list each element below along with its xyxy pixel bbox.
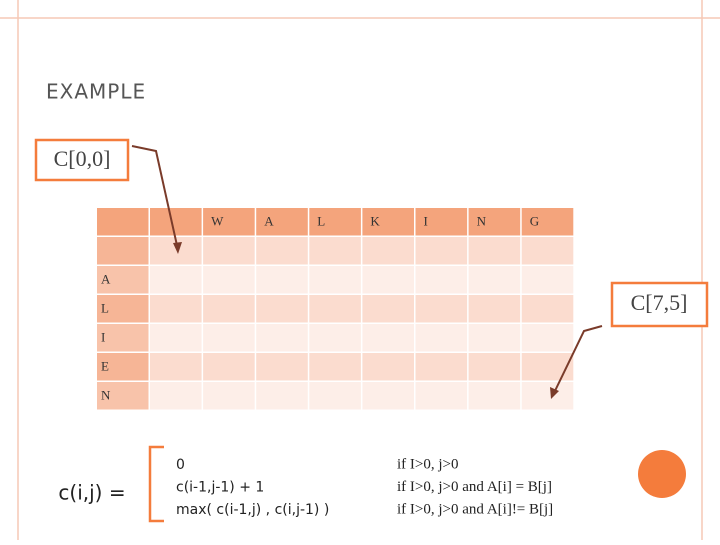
table-cell bbox=[150, 295, 202, 323]
table-cell bbox=[203, 237, 255, 265]
table-cell bbox=[468, 208, 521, 236]
callout-box bbox=[610, 281, 709, 328]
table-cell bbox=[150, 382, 202, 410]
table-cell bbox=[97, 237, 149, 265]
callout-arrow bbox=[131, 145, 179, 251]
table-cell bbox=[415, 382, 468, 410]
row-header: A bbox=[101, 271, 111, 286]
table-cell bbox=[521, 237, 574, 265]
table-cell bbox=[256, 266, 308, 294]
table-cell bbox=[309, 353, 361, 381]
arrow-head bbox=[173, 242, 182, 254]
callout-box bbox=[34, 138, 130, 182]
table-cell bbox=[256, 295, 308, 323]
table-cell bbox=[309, 237, 361, 265]
table-cell bbox=[97, 208, 149, 236]
table-cell bbox=[521, 353, 574, 381]
table-cell bbox=[362, 353, 414, 381]
column-header: N bbox=[477, 213, 487, 228]
table-cell bbox=[203, 208, 255, 236]
formula-lhs: c(i,j) = bbox=[58, 481, 125, 505]
callout-label: C[0,0] bbox=[54, 146, 111, 171]
table-cell bbox=[203, 324, 255, 352]
table-cell bbox=[256, 382, 308, 410]
table-cell bbox=[97, 266, 149, 294]
table-cell bbox=[521, 382, 574, 410]
table-cell bbox=[362, 237, 414, 265]
slide-title: Example bbox=[46, 80, 146, 104]
table-cell bbox=[256, 324, 308, 352]
table-cell bbox=[203, 295, 255, 323]
formula-cases: 0 if I>0, j>0 c(i-1,j-1) + 1 if I>0, j>0 an… bbox=[176, 456, 553, 518]
callout-arrow bbox=[552, 325, 603, 396]
table-cell bbox=[362, 382, 414, 410]
formula-bracket bbox=[148, 445, 164, 523]
table-cell bbox=[362, 324, 414, 352]
table-cell bbox=[468, 382, 521, 410]
table-cell bbox=[362, 266, 414, 294]
row-header: E bbox=[101, 358, 109, 373]
table-cell bbox=[468, 353, 521, 381]
table-cell bbox=[309, 324, 361, 352]
table-cell bbox=[150, 324, 202, 352]
table-cell bbox=[97, 382, 149, 410]
case-value: c(i-1,j-1) + 1 bbox=[176, 480, 264, 496]
table-cell bbox=[309, 382, 361, 410]
table-cell bbox=[362, 295, 414, 323]
column-header: K bbox=[370, 213, 380, 228]
table-cell bbox=[309, 295, 361, 323]
table-cell bbox=[203, 353, 255, 381]
table-cell bbox=[468, 237, 521, 265]
column-header: W bbox=[211, 213, 224, 228]
table-cell bbox=[256, 208, 308, 236]
column-header: I bbox=[424, 213, 428, 228]
table-cell bbox=[415, 208, 468, 236]
row-header: L bbox=[101, 300, 109, 315]
table-cell bbox=[468, 295, 521, 323]
table-cell bbox=[415, 353, 468, 381]
table-cell bbox=[415, 266, 468, 294]
table-cell bbox=[362, 208, 414, 236]
table-cell bbox=[309, 208, 361, 236]
table-cell bbox=[521, 266, 574, 294]
column-header: G bbox=[530, 213, 539, 228]
table-cell bbox=[521, 208, 574, 236]
case-condition: if I>0, j>0 bbox=[397, 456, 459, 472]
table-cell bbox=[97, 324, 149, 352]
table-cell bbox=[256, 353, 308, 381]
table-cell bbox=[203, 382, 255, 410]
table-cell bbox=[203, 266, 255, 294]
table-cell bbox=[415, 237, 468, 265]
table-cell bbox=[256, 237, 308, 265]
column-header: A bbox=[264, 213, 274, 228]
table-cell bbox=[97, 295, 149, 323]
table-cell bbox=[521, 295, 574, 323]
table-cell bbox=[309, 266, 361, 294]
case-value: 0 bbox=[176, 457, 185, 473]
case-condition: if I>0, j>0 and A[i] = B[j] bbox=[397, 479, 552, 495]
callout-label: C[7,5] bbox=[631, 290, 688, 315]
table-cell bbox=[521, 324, 574, 352]
table-cell bbox=[468, 266, 521, 294]
row-header: N bbox=[101, 387, 111, 402]
case-value: max( c(i-1,j) , c(i,j-1) ) bbox=[176, 502, 329, 518]
table-cell bbox=[415, 324, 468, 352]
decor-circle bbox=[638, 450, 686, 498]
table-cell bbox=[150, 266, 202, 294]
table-cell bbox=[97, 353, 149, 381]
table-cell bbox=[150, 353, 202, 381]
column-header: L bbox=[317, 213, 325, 228]
case-condition: if I>0, j>0 and A[i]!= B[j] bbox=[397, 501, 553, 517]
table-cell bbox=[468, 324, 521, 352]
arrow-head bbox=[550, 387, 559, 399]
table-cell bbox=[415, 295, 468, 323]
row-header: I bbox=[101, 329, 105, 344]
table-cell bbox=[150, 208, 202, 236]
